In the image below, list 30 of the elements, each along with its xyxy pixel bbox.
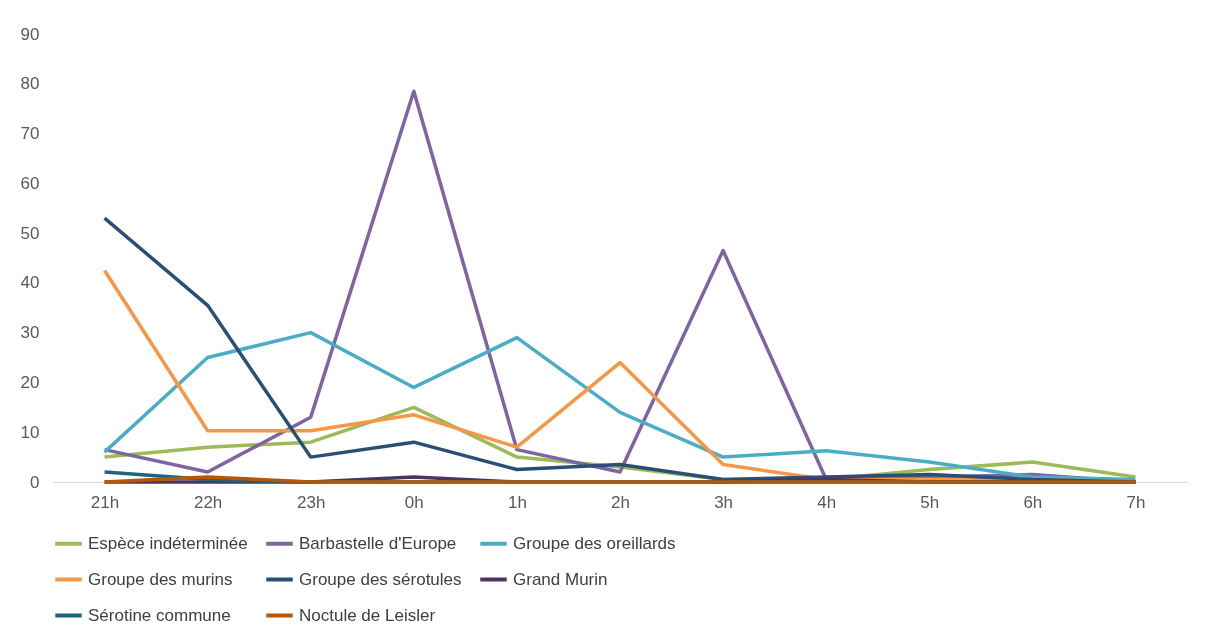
legend-label: Groupe des sérotules	[299, 569, 462, 589]
legend-label: Groupe des murins	[88, 569, 233, 589]
y-tick-label: 80	[20, 74, 40, 94]
y-tick-label: 0	[30, 472, 40, 492]
legend-label: Groupe des oreillards	[513, 533, 676, 553]
legend-label: Espèce indéterminée	[88, 533, 248, 553]
x-tick-label: 7h	[1126, 492, 1146, 512]
x-tick-label: 5h	[920, 492, 940, 512]
legend-label: Barbastelle d'Europe	[299, 533, 457, 553]
x-tick-label: 22h	[193, 492, 223, 512]
x-tick-label: 1h	[507, 492, 527, 512]
x-tick-label: 23h	[297, 492, 326, 512]
x-tick-label: 4h	[817, 492, 837, 512]
y-tick-label: 30	[20, 323, 40, 343]
legend-label: Sérotine commune	[88, 605, 231, 625]
x-tick-label: 21h	[90, 492, 120, 512]
x-tick-label: 6h	[1023, 492, 1043, 512]
line-series	[102, 330, 1138, 482]
legend-label: Noctule de Leisler	[299, 605, 436, 625]
y-tick-label: 50	[20, 223, 40, 243]
x-tick-label: 0h	[404, 492, 424, 512]
y-tick-label: 70	[20, 124, 40, 144]
legend-label: Grand Murin	[513, 569, 608, 589]
x-tick-label: 2h	[611, 492, 630, 512]
y-tick-label: 60	[20, 173, 40, 193]
x-tick-label: 3h	[714, 492, 734, 512]
y-tick-label: 40	[20, 273, 40, 293]
y-tick-label: 20	[20, 372, 40, 392]
y-tick-label: 10	[20, 422, 40, 442]
y-tick-label: 90	[20, 24, 40, 44]
